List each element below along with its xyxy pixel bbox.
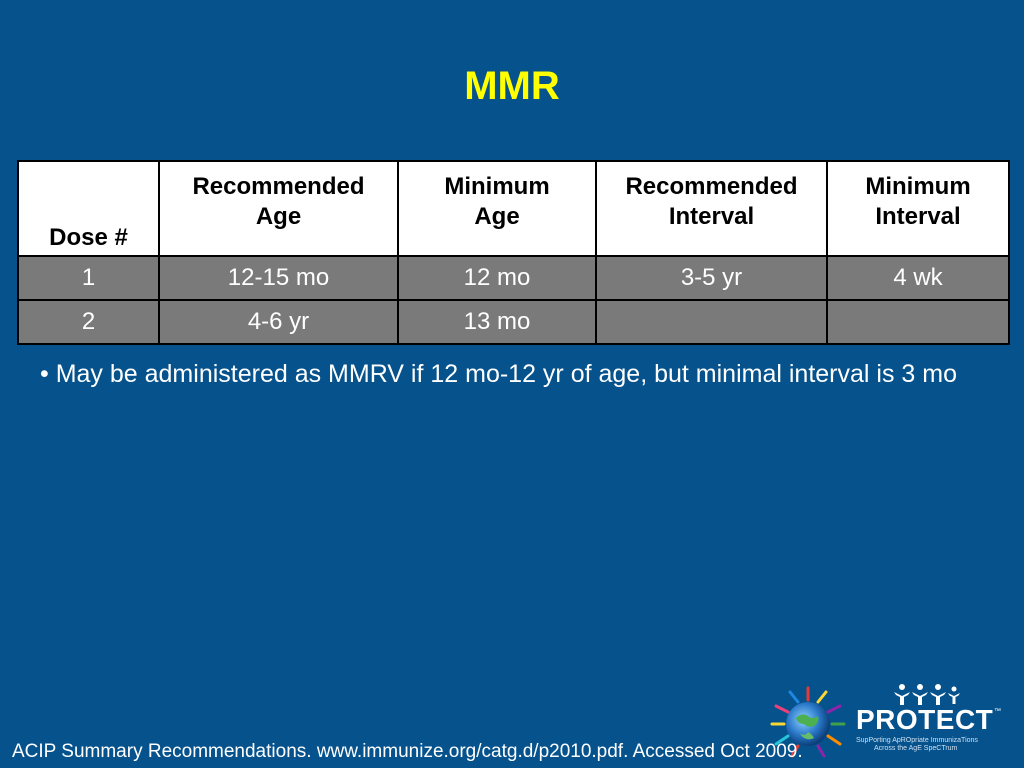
table-row: 1 12-15 mo 12 mo 3-5 yr 4 wk (17, 255, 1010, 301)
globe-logo-icon (770, 686, 846, 758)
header-recommended-age: Recommended Age (158, 160, 399, 257)
cell-recommended-age: 12-15 mo (158, 255, 399, 301)
cell-minimum-interval (826, 299, 1010, 345)
people-figures-icon (894, 684, 960, 705)
cell-recommended-interval (595, 299, 828, 345)
cell-recommended-age: 4-6 yr (158, 299, 399, 345)
header-label-line-2: Interval (875, 203, 961, 230)
header-minimum-age: Minimum Age (397, 160, 597, 257)
cell-dose-number: 2 (17, 299, 160, 345)
table-row: 2 4-6 yr 13 mo (17, 299, 1010, 345)
header-label-line-2: Age (474, 203, 520, 230)
logo-tagline-line-1: SupPorting ApROpriate ImmunizaTions (856, 737, 978, 744)
logo-trademark: ™ (994, 708, 1001, 715)
cell-minimum-age: 12 mo (397, 255, 597, 301)
header-label-line-2: Interval (668, 203, 755, 230)
cell-minimum-interval: 4 wk (826, 255, 1010, 301)
header-minimum-interval: Minimum Interval (826, 160, 1010, 257)
header-label-line-1: Recommended (192, 173, 365, 200)
cell-recommended-interval: 3-5 yr (595, 255, 828, 301)
header-label-line-2: Age (255, 203, 302, 230)
table-header-row: Dose # Recommended Age Minimum Age Recom… (17, 160, 1010, 257)
cell-dose-number: 1 (17, 255, 160, 301)
header-recommended-interval: Recommended Interval (595, 160, 828, 257)
bullet-item: • May be administered as MMRV if 12 mo-1… (40, 360, 957, 388)
logo-tagline-line-2: Across the AgE SpeCTrum (874, 745, 958, 752)
cell-minimum-age: 13 mo (397, 299, 597, 345)
protect-logo: PROTECT ™ SupPorting ApROpriate Immuniza… (852, 682, 1012, 762)
citation-footer: ACIP Summary Recommendations. www.immuni… (12, 741, 803, 762)
dosing-table: Dose # Recommended Age Minimum Age Recom… (17, 160, 1010, 345)
bullet-list: • May be administered as MMRV if 12 mo-1… (40, 358, 1000, 391)
logo-wordmark: PROTECT (856, 704, 994, 735)
header-label: Dose # (49, 224, 128, 251)
slide-title: MMR (464, 64, 560, 108)
header-dose-number: Dose # (17, 160, 160, 257)
header-label-line-1: Minimum (444, 173, 550, 200)
header-label-line-1: Minimum (865, 173, 971, 200)
header-label-line-1: Recommended (625, 173, 798, 200)
